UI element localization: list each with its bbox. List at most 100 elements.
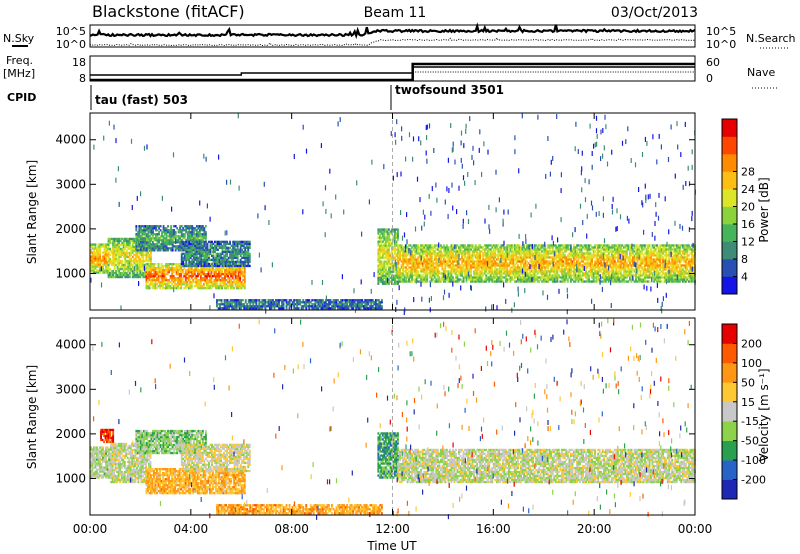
- power-cell: [512, 250, 515, 253]
- power-cell: [241, 244, 244, 247]
- power-cell: [553, 264, 556, 267]
- power-cell: [209, 267, 211, 270]
- power-cell: [291, 301, 294, 304]
- power-cell: [202, 283, 205, 286]
- power-cell: [335, 301, 338, 304]
- power-cell: [394, 232, 396, 235]
- power-cell: [449, 264, 451, 267]
- freq-trace: [90, 66, 695, 76]
- power-cell: [442, 244, 445, 247]
- power-cell: [447, 254, 450, 257]
- power-cell: [174, 287, 177, 290]
- power-cell: [359, 303, 362, 306]
- power-cell: [464, 250, 466, 253]
- power-cell: [235, 252, 238, 255]
- power-cell: [536, 272, 539, 275]
- power-cell: [180, 260, 183, 264]
- power-cell: [214, 262, 216, 266]
- power-cell: [207, 281, 210, 284]
- power-cell: [462, 258, 465, 261]
- power-cell: [550, 262, 553, 265]
- power-cell: [377, 301, 380, 304]
- power-cell: [536, 256, 539, 259]
- power-cell: [320, 305, 323, 308]
- power-cell: [131, 275, 134, 279]
- power-cell: [402, 260, 404, 263]
- power-cell: [158, 233, 160, 236]
- power-cell: [164, 247, 166, 250]
- power-cell: [346, 301, 348, 304]
- power-cell: [486, 248, 489, 251]
- power-cell: [206, 252, 209, 255]
- power-cell: [206, 244, 209, 247]
- power-cell: [203, 264, 206, 268]
- power-cell: [380, 238, 383, 241]
- power-cell: [424, 254, 427, 257]
- power-cell: [433, 262, 436, 265]
- power-cell: [152, 227, 154, 230]
- power-cell: [554, 278, 557, 281]
- power-cell: [515, 274, 518, 277]
- power-cell: [156, 249, 159, 252]
- power-cell: [391, 232, 393, 235]
- power-cell: [256, 305, 259, 308]
- power-cell: [399, 252, 401, 255]
- power-cell: [162, 231, 165, 234]
- power-cell: [305, 301, 308, 304]
- power-cell: [500, 254, 503, 257]
- power-cell: [560, 264, 563, 267]
- power-cell: [471, 278, 474, 281]
- power-cell: [526, 246, 528, 249]
- power-cell: [125, 243, 128, 247]
- power-cell: [297, 299, 300, 302]
- power-cell: [145, 271, 148, 274]
- power-cell: [222, 273, 225, 276]
- power-cell: [233, 262, 236, 266]
- power-cell: [233, 250, 236, 253]
- power-cell: [553, 256, 556, 259]
- power-cell: [405, 250, 407, 253]
- power-cell: [183, 244, 186, 247]
- power-cell: [115, 249, 118, 253]
- power-cell: [365, 307, 368, 310]
- power-cell: [389, 276, 392, 279]
- power-cell: [468, 264, 471, 267]
- power-cell: [536, 266, 539, 269]
- power-cell: [377, 242, 380, 245]
- power-cell: [223, 303, 226, 306]
- power-cell: [400, 264, 403, 267]
- power-cell: [198, 229, 201, 232]
- power-cell: [406, 250, 409, 253]
- power-cell: [116, 247, 119, 251]
- power-cell: [384, 246, 387, 249]
- power-cell: [180, 254, 183, 257]
- power-cell: [554, 264, 557, 267]
- power-cell: [234, 299, 237, 302]
- power-cell: [554, 254, 557, 257]
- power-cell: [189, 262, 192, 266]
- power-cell: [228, 277, 231, 280]
- power-cell: [103, 257, 106, 260]
- power-cell: [453, 258, 456, 261]
- power-cell: [573, 252, 575, 255]
- power-cell: [565, 258, 568, 261]
- power-cell: [523, 244, 525, 247]
- power-cell: [209, 277, 211, 280]
- power-cell: [231, 267, 234, 270]
- power-cell: [210, 273, 213, 276]
- power-cell: [288, 299, 291, 302]
- power-cell: [556, 248, 559, 251]
- station-title: Blackstone (fitACF): [92, 2, 245, 21]
- power-cell: [512, 254, 515, 257]
- power-cell: [553, 266, 556, 269]
- power-cell: [384, 280, 387, 283]
- power-cell: [352, 301, 355, 304]
- power-cell: [399, 268, 401, 271]
- power-cell: [220, 260, 222, 264]
- power-cell: [501, 250, 504, 253]
- power-cell: [386, 232, 389, 235]
- power-cell: [539, 260, 542, 263]
- power-cell: [238, 307, 241, 310]
- power-cell: [241, 303, 244, 306]
- power-cell: [433, 258, 436, 261]
